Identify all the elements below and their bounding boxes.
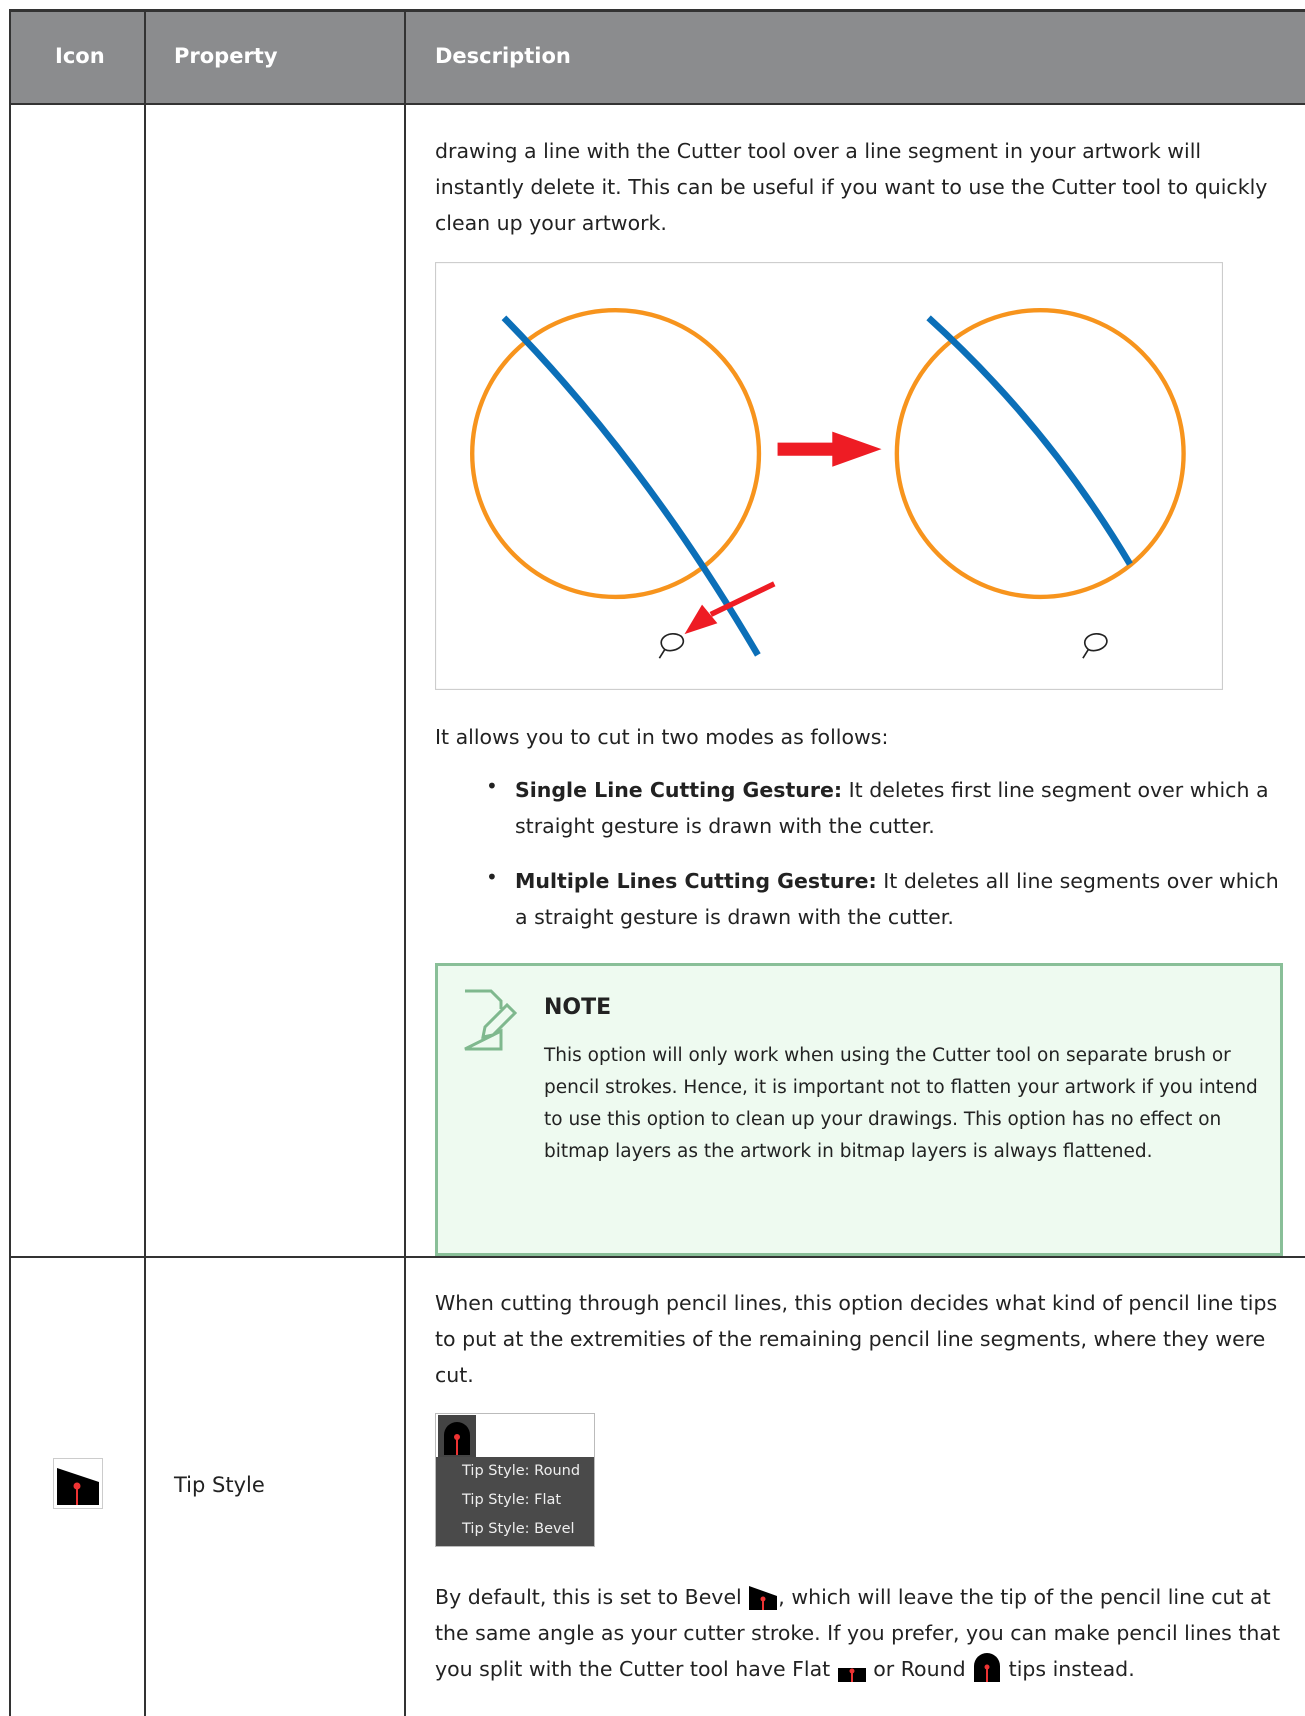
- text: It deletes first line segment over which…: [515, 778, 1269, 838]
- note-icon: [464, 989, 517, 1051]
- column-header: Description: [435, 44, 571, 68]
- flat-icon: [837, 1668, 866, 1682]
- cutter-illustration: [435, 262, 1223, 690]
- paragraph: When cutting through pencil lines, this …: [435, 1291, 1278, 1387]
- text: By default, this is set to Bevel: [435, 1585, 742, 1609]
- property: Tip Style: [174, 1473, 265, 1497]
- icon: [438, 1415, 476, 1457]
- text: or Round: [873, 1657, 966, 1681]
- term: Single Line Cutting Gesture:: [515, 778, 843, 802]
- list-item: Single Line Cutting Gesture: It deletes …: [515, 772, 1285, 844]
- tip-style-menu: Tip Style: Round Tip Style: Flat Tip Sty…: [435, 1413, 595, 1547]
- menu-item[interactable]: Tip Style: Bevel: [436, 1515, 594, 1544]
- paragraph: By default, this is set to Bevel , which…: [435, 1579, 1295, 1687]
- border: [9, 1256, 1305, 1258]
- label: Tip Style: Bevel: [462, 1521, 575, 1537]
- note-text: This option will only work when using th…: [544, 1045, 1258, 1162]
- menu-item[interactable]: Tip Style: Round: [436, 1457, 594, 1486]
- bullet: •: [486, 865, 498, 889]
- menu-item[interactable]: Tip Style: Flat: [436, 1486, 594, 1515]
- label: Tip Style: Round: [462, 1463, 581, 1479]
- note-title: NOTE: [544, 995, 612, 1020]
- table-header: [9, 9, 1305, 105]
- column-header: Icon: [55, 44, 105, 68]
- border: [404, 9, 406, 1716]
- bullet: •: [486, 774, 498, 798]
- label: Tip Style: Flat: [462, 1492, 562, 1508]
- menu-button: [436, 1414, 594, 1457]
- column-header: Property: [174, 44, 278, 68]
- menu-list: Tip Style: Round Tip Style: Flat Tip Sty…: [436, 1457, 594, 1546]
- text: tips instead.: [1008, 1657, 1135, 1681]
- text: It deletes all line segments over which …: [515, 869, 1279, 929]
- paragraph: drawing a line with the Cutter tool over…: [435, 139, 1268, 235]
- border: [9, 9, 11, 1716]
- list-item: Multiple Lines Cutting Gesture: It delet…: [515, 863, 1285, 935]
- round-icon: [974, 1653, 1001, 1682]
- text: , which will leave the tip of the pencil…: [435, 1585, 1280, 1681]
- row-icon: [53, 1458, 103, 1509]
- note-box: [435, 963, 1283, 1256]
- border: [144, 9, 146, 1716]
- bevel-icon: [749, 1586, 778, 1610]
- term: Multiple Lines Cutting Gesture:: [515, 869, 877, 893]
- paragraph: It allows you to cut in two modes as fol…: [435, 725, 889, 749]
